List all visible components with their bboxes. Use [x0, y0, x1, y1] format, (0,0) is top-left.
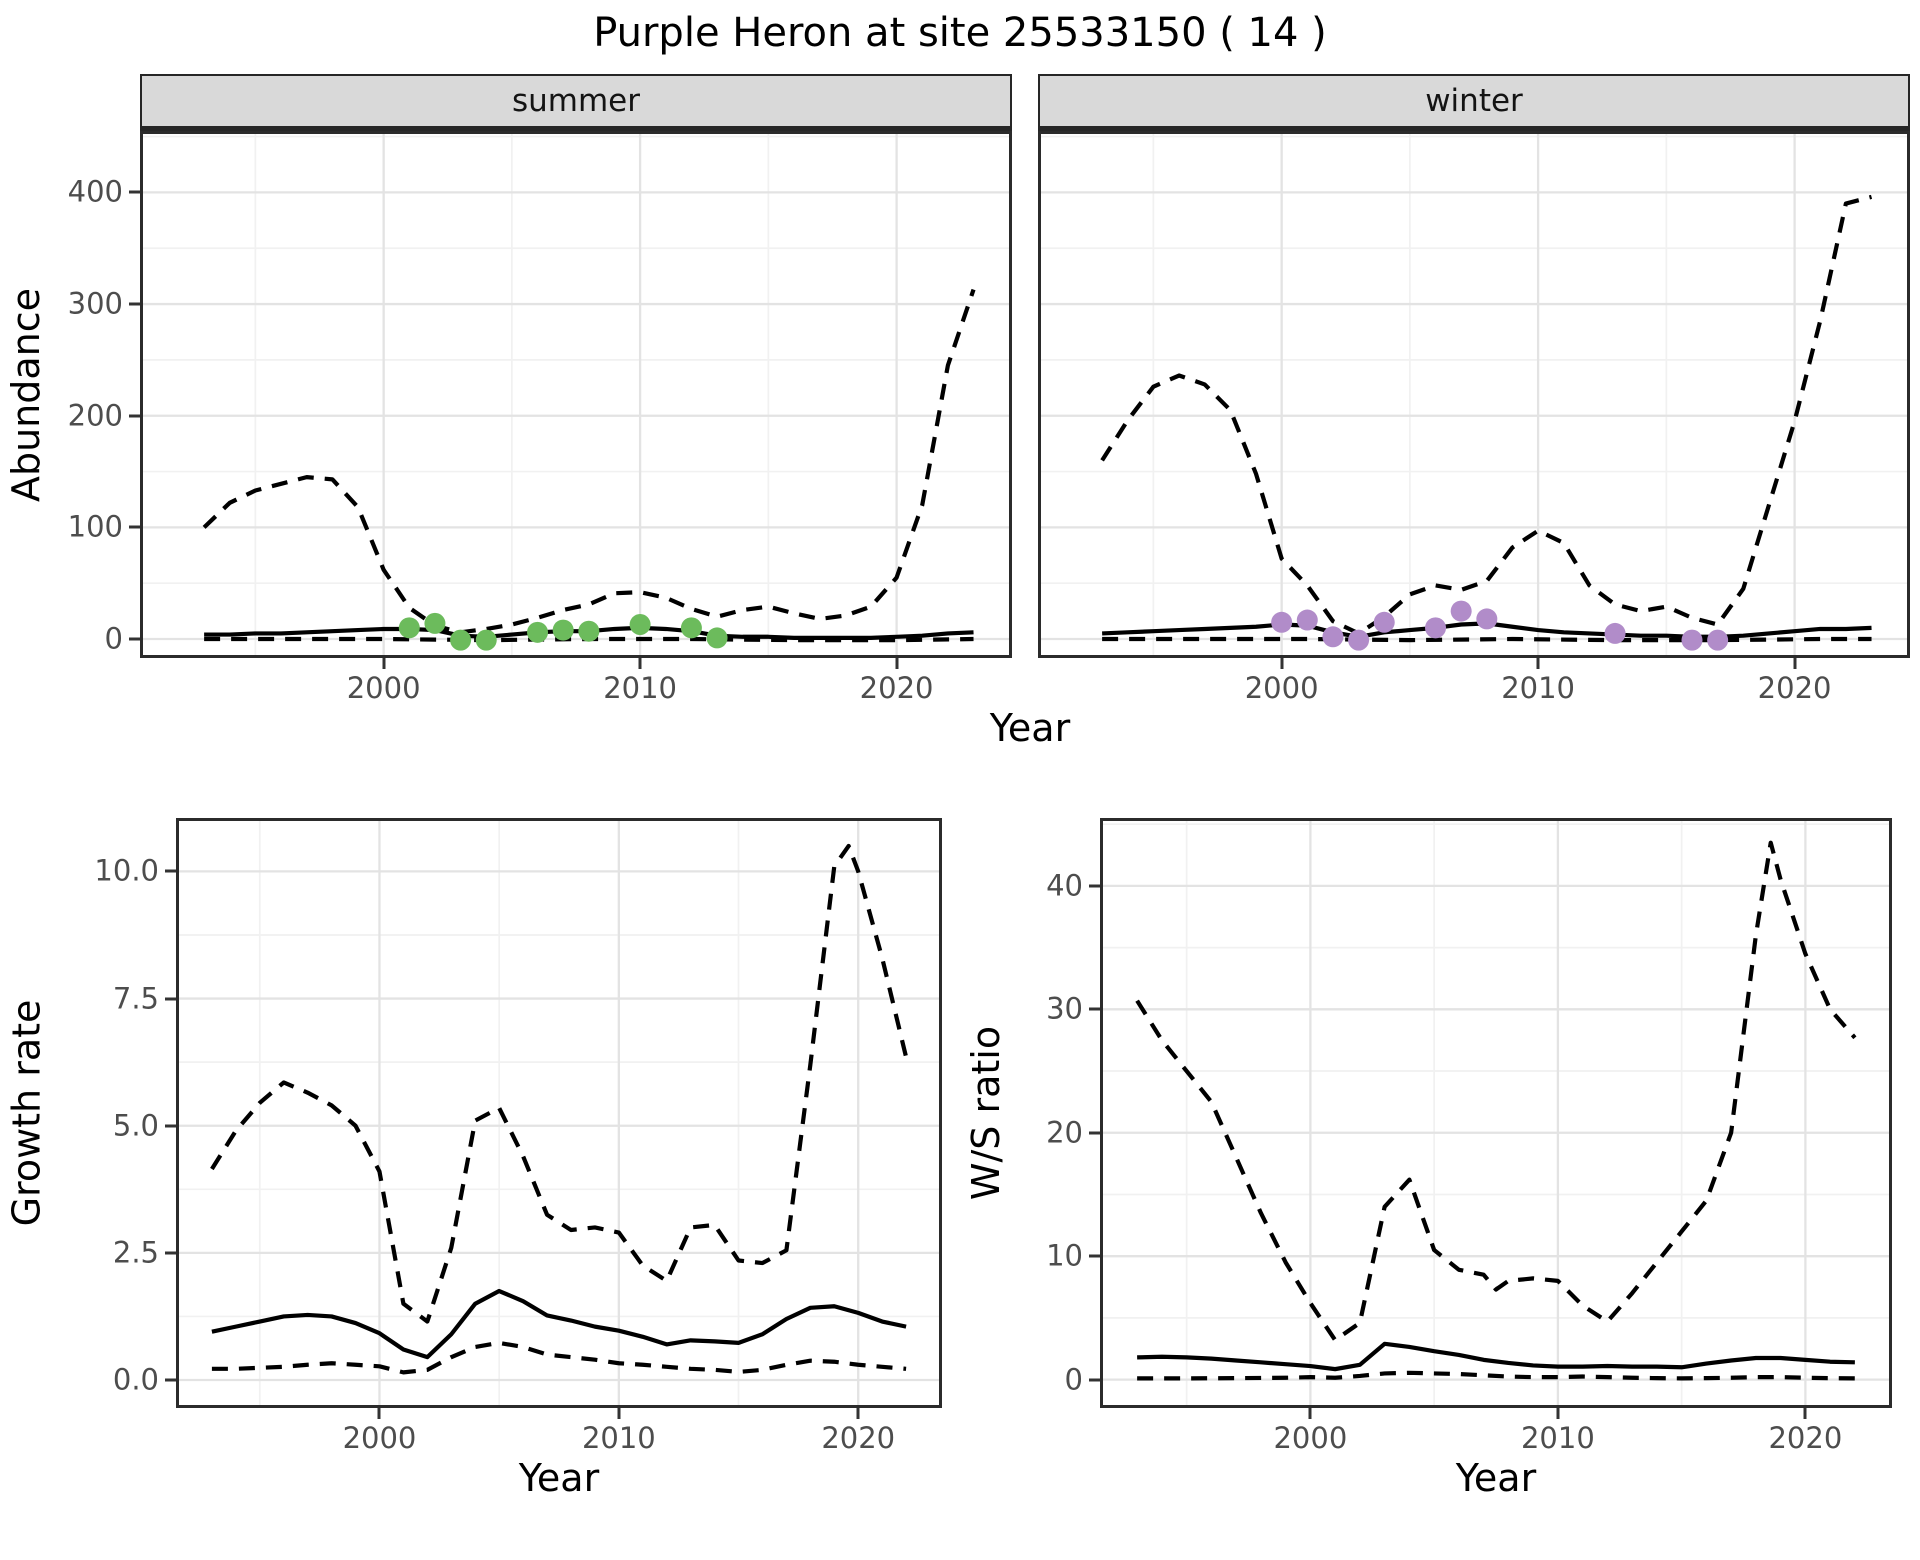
y-tick-label: 20	[1046, 1115, 1083, 1150]
summer-abundance-chart	[140, 131, 1012, 658]
y-tick-label: 10	[1046, 1238, 1083, 1273]
summer-x-axis-ticks: 2000 2010 2020	[140, 658, 1012, 705]
y-tick-label: 30	[1046, 991, 1083, 1026]
y-tick-mark	[165, 1378, 176, 1382]
y-tick-label: 0	[104, 621, 123, 656]
y-tick-label: 2.5	[112, 1235, 159, 1270]
ws-ratio-y-axis-title-text: W/S ratio	[964, 1025, 1009, 1201]
x-tick-mark	[1803, 1408, 1807, 1419]
growth-rate-y-axis-title-text: Growth rate	[4, 999, 48, 1227]
x-tick-label: 2010	[603, 671, 678, 705]
y-tick-mark	[165, 869, 176, 873]
y-tick-label: 100	[67, 509, 123, 544]
x-tick-label: 2010	[1501, 671, 1576, 705]
ws-ratio-quadrant: W/S ratio 0 10 20 30 40 2000 2010 2020 Year	[960, 818, 1920, 1502]
growth-rate-x-axis-title: Year	[518, 1456, 600, 1500]
x-tick-label: 2010	[581, 1421, 656, 1455]
abundance-y-axis-title-text: Abundance	[4, 287, 49, 502]
growth-rate-y-axis-title: Growth rate	[0, 818, 52, 1408]
y-tick-mark	[1089, 1007, 1100, 1011]
growth-rate-y-axis-ticks: 0.0 2.5 5.0 7.5 10.0	[52, 818, 176, 1408]
y-tick-mark	[165, 997, 176, 1001]
ws-ratio-y-axis-title: W/S ratio	[960, 818, 1012, 1408]
y-tick-mark	[129, 302, 140, 306]
y-tick-label: 10.0	[94, 853, 159, 888]
x-tick-label: 2000	[1273, 1421, 1348, 1455]
ws-ratio-x-axis-ticks: 2000 2010 2020	[1100, 1408, 1892, 1455]
x-tick-label: 2020	[859, 671, 934, 705]
y-tick-mark	[129, 414, 140, 418]
growth-rate-quadrant: Growth rate 0.0 2.5 5.0 7.5 10.0 2000 2010 202…	[0, 818, 960, 1502]
y-tick-mark	[1089, 884, 1100, 888]
growth-rate-chart	[176, 818, 942, 1408]
facet-strip-winter-label: winter	[1425, 83, 1523, 119]
x-tick-mark	[895, 658, 899, 669]
y-tick-mark	[1089, 1254, 1100, 1258]
y-tick-mark	[129, 190, 140, 194]
figure-title: Purple Heron at site 25533150 ( 14 )	[593, 10, 1327, 56]
x-tick-label: 2010	[1520, 1421, 1595, 1455]
facet-strip-winter: winter	[1038, 74, 1910, 131]
abundance-y-axis-title: Abundance	[0, 74, 52, 658]
winter-x-axis-ticks: 2000 2010 2020	[1038, 658, 1910, 705]
y-tick-mark	[1089, 1131, 1100, 1135]
x-tick-mark	[1280, 658, 1284, 669]
x-tick-mark	[1536, 658, 1540, 669]
ws-ratio-chart	[1100, 818, 1892, 1408]
x-tick-label: 2000	[342, 1421, 417, 1455]
y-tick-mark	[1089, 1378, 1100, 1382]
y-tick-label: 300	[67, 286, 123, 321]
abundance-row: Abundance 0 100 200 300 400 summer 2000 2010 2…	[0, 74, 1920, 705]
y-tick-label: 7.5	[112, 980, 159, 1015]
x-tick-label: 2020	[1757, 671, 1832, 705]
x-tick-mark	[377, 1408, 381, 1419]
growth-rate-x-axis-ticks: 2000 2010 2020	[176, 1408, 942, 1455]
x-tick-mark	[1556, 1408, 1560, 1419]
growth-rate-plotbox	[176, 818, 942, 1408]
summer-abundance-plotbox	[140, 131, 1012, 658]
x-tick-label: 2020	[1768, 1421, 1843, 1455]
bottom-row: Growth rate 0.0 2.5 5.0 7.5 10.0 2000 2010 202…	[0, 818, 1920, 1502]
abundance-facets: summer 2000 2010 2020 winter 2000 2010 2020	[140, 74, 1910, 705]
facet-strip-summer-label: summer	[511, 83, 640, 119]
facet-winter: winter 2000 2010 2020	[1038, 74, 1910, 705]
facet-strip-summer: summer	[140, 74, 1012, 131]
x-tick-mark	[1793, 658, 1797, 669]
y-tick-label: 200	[67, 398, 123, 433]
x-tick-label: 2000	[1244, 671, 1319, 705]
ws-ratio-plotbox	[1100, 818, 1892, 1408]
ws-ratio-x-axis-title: Year	[1455, 1456, 1537, 1500]
ws-ratio-y-axis-ticks: 0 10 20 30 40	[1012, 818, 1100, 1408]
y-tick-label: 400	[67, 174, 123, 209]
winter-abundance-chart	[1038, 131, 1910, 658]
y-tick-label: 40	[1046, 868, 1083, 903]
y-tick-label: 0	[1064, 1361, 1083, 1396]
growth-rate-panel-column: 2000 2010 2020 Year	[176, 818, 942, 1502]
x-tick-label: 2020	[821, 1421, 896, 1455]
winter-abundance-plotbox	[1038, 131, 1910, 658]
facet-summer: summer 2000 2010 2020	[140, 74, 1012, 705]
x-tick-mark	[617, 1408, 621, 1419]
x-tick-mark	[856, 1408, 860, 1419]
y-tick-label: 0.0	[112, 1362, 159, 1397]
x-tick-label: 2000	[346, 671, 421, 705]
ws-ratio-panel-column: 2000 2010 2020 Year	[1100, 818, 1892, 1502]
x-tick-mark	[382, 658, 386, 669]
y-tick-mark	[129, 637, 140, 641]
y-tick-mark	[129, 525, 140, 529]
y-tick-mark	[165, 1124, 176, 1128]
x-tick-mark	[1308, 1408, 1312, 1419]
abundance-y-axis-ticks: 0 100 200 300 400	[52, 131, 140, 658]
abundance-x-axis-title: Year	[989, 706, 1071, 750]
x-tick-mark	[638, 658, 642, 669]
y-tick-label: 5.0	[112, 1108, 159, 1143]
y-tick-mark	[165, 1251, 176, 1255]
